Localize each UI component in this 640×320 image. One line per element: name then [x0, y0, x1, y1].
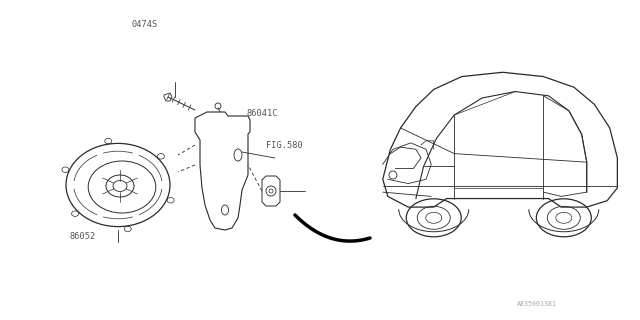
Text: A835001381: A835001381	[517, 301, 557, 307]
Text: 86052: 86052	[69, 232, 95, 241]
Text: 86041C: 86041C	[246, 109, 278, 118]
Text: 0474S: 0474S	[131, 20, 157, 28]
Text: FIG.580: FIG.580	[266, 141, 302, 150]
